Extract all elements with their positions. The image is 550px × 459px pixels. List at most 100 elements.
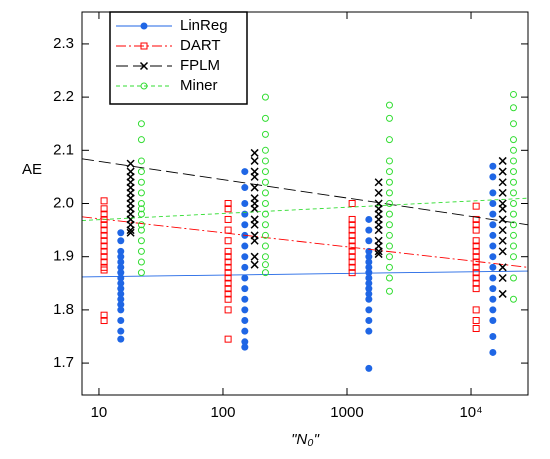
point [261,200,269,207]
plot-area [82,90,528,372]
point [137,210,145,218]
point [509,178,517,186]
point [224,253,232,261]
point [224,263,232,271]
point [100,197,108,205]
fit-line [82,197,528,221]
point [137,247,145,255]
point [224,247,232,255]
point [472,202,480,210]
point [261,146,269,154]
point [472,215,480,223]
point [250,148,259,157]
point [472,274,480,282]
point [126,159,135,168]
point [348,215,356,223]
point [241,210,249,218]
point [241,317,249,325]
point [498,247,507,256]
point [365,215,373,223]
point [385,253,393,261]
point [365,290,373,298]
point [374,178,383,187]
point [137,178,145,186]
point [348,226,356,234]
point [472,269,480,277]
legend-label: LinReg [180,17,228,34]
point [472,253,480,261]
point [509,120,517,128]
point [261,253,269,261]
point [100,205,108,213]
legend-label: DART [180,37,221,54]
point [117,301,125,309]
point [100,237,108,245]
point [489,162,497,170]
point [224,279,232,287]
point [509,242,517,250]
y-tick-label: 1.8 [53,301,74,318]
x-tick-label: 1000 [330,404,363,421]
point [489,317,497,325]
y-tick-label: 2.0 [53,194,74,211]
point [117,327,125,335]
point [365,253,373,261]
point [137,205,145,213]
point [261,221,269,229]
point [489,210,497,218]
point [224,200,232,207]
point [261,269,269,277]
fit-line [82,158,528,226]
point [250,220,259,229]
y-tick-label: 2.1 [53,141,74,158]
point [241,200,249,207]
point [489,332,497,340]
point [509,200,517,207]
point [489,295,497,303]
point [241,221,249,229]
point [100,266,108,274]
point [100,221,108,229]
point [365,317,373,325]
point [489,231,497,239]
point [489,242,497,250]
x-axis-label: "N₀" [291,431,319,448]
point [489,263,497,271]
point [489,200,497,207]
point [472,242,480,250]
point [498,167,507,176]
y-axis-label: AE [22,161,42,178]
point [100,226,108,234]
point [385,157,393,165]
point [498,215,507,224]
point [365,279,373,287]
point [224,335,232,343]
point [489,253,497,261]
point [261,130,269,138]
point [126,228,135,237]
point [374,188,383,197]
point [137,168,145,176]
point [365,285,373,293]
point [117,306,125,314]
point [250,252,259,261]
point [385,114,393,122]
plot-frame [81,11,529,396]
point [365,263,373,271]
x-tick-label: 10 [91,404,108,421]
point [374,226,383,235]
point [489,348,497,356]
point [498,156,507,165]
point [385,101,393,109]
point [100,311,108,319]
point [241,285,249,293]
point [489,306,497,314]
point [472,306,480,314]
point [100,215,108,223]
point [241,327,249,335]
x-tick-label: 10⁴ [459,404,482,421]
point [137,120,145,128]
legend-marker [140,42,148,50]
point [224,290,232,298]
point [509,90,517,98]
